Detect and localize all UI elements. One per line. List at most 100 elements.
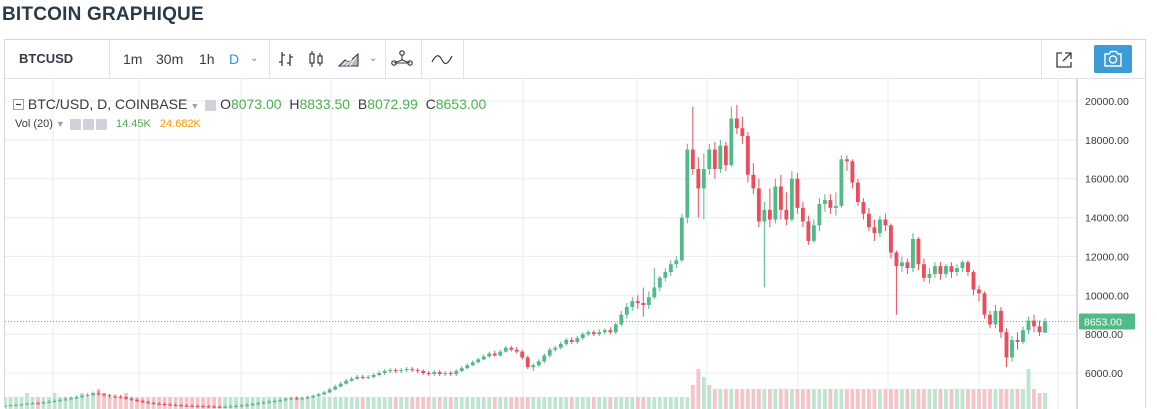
volume-remove-icon[interactable] — [95, 118, 107, 130]
volume-bar — [448, 397, 453, 409]
candle-body — [118, 396, 123, 398]
candle-body — [278, 400, 283, 402]
interval-1h[interactable]: 1h — [199, 51, 215, 67]
volume-bar — [311, 397, 316, 409]
volume-bar — [410, 397, 415, 409]
volume-bar — [828, 389, 833, 409]
candles-icon[interactable] — [307, 50, 325, 68]
interval-30m[interactable]: 30m — [156, 51, 184, 67]
volume-bar — [525, 397, 530, 409]
volume-bar — [245, 397, 250, 409]
volume-settings-icon[interactable] — [82, 118, 94, 130]
volume-bar — [272, 397, 277, 409]
volume-bar — [795, 389, 800, 409]
interval-1m[interactable]: 1m — [123, 51, 143, 67]
volume-ma-value: 24.682K — [159, 118, 201, 130]
series-settings-icon[interactable] — [205, 99, 217, 111]
volume-visibility-icon[interactable] — [69, 118, 81, 130]
candle-body — [811, 225, 816, 241]
volume-bar — [333, 397, 338, 409]
candle-body — [608, 330, 613, 333]
collapse-legend-icon[interactable] — [13, 99, 24, 110]
interval-dropdown-chevron-icon[interactable]: ⌄ — [250, 53, 259, 64]
volume-menu-chevron-icon[interactable]: ▼ — [55, 119, 65, 129]
series-name: BTC/USD, D, COINBASE — [27, 96, 188, 112]
chart-type-dropdown-chevron-icon[interactable]: ⌄ — [369, 53, 378, 64]
volume-bar — [635, 397, 640, 409]
candle-body — [663, 271, 668, 278]
volume-bar — [355, 397, 360, 409]
volume-bar — [371, 397, 376, 409]
candle-body — [470, 362, 475, 366]
compare-icon[interactable] — [431, 50, 453, 68]
high-value: 8833.50 — [299, 96, 351, 112]
candle-body — [355, 376, 360, 379]
volume-bar — [388, 397, 393, 409]
close-label: C — [425, 96, 436, 112]
volume-bar — [933, 389, 937, 409]
volume-bar — [322, 397, 327, 409]
candle-body — [487, 353, 492, 357]
candle-body — [745, 135, 750, 175]
area-icon[interactable] — [338, 50, 360, 68]
candle-body — [1004, 332, 1009, 358]
high-label: H — [289, 96, 300, 112]
close-value: 8653.00 — [435, 96, 487, 112]
volume-bar — [872, 389, 877, 409]
candle-body — [828, 200, 833, 208]
volume-bar — [542, 397, 547, 409]
candle-body — [443, 373, 448, 374]
candle-body — [850, 161, 855, 183]
chart-toolbar: BTCUSD 1m 30m 1h D ⌄ ⌄ — [5, 40, 1145, 79]
candle-body — [933, 266, 937, 274]
candle-body — [514, 349, 519, 352]
candle-body — [371, 374, 376, 377]
volume-bar — [756, 389, 761, 409]
y-tick-label: 12000.00 — [1085, 251, 1129, 263]
symbol-selector[interactable]: BTCUSD — [19, 51, 74, 66]
candle-body — [85, 394, 90, 396]
candle-body — [778, 186, 783, 210]
candle-body — [256, 403, 261, 405]
fullscreen-icon[interactable] — [1054, 50, 1074, 70]
candle-body — [399, 370, 404, 372]
candle-body — [905, 262, 910, 269]
volume-bar — [201, 397, 206, 409]
price-chart[interactable]: 20000.00 18000.00 16000.00 14000.00 12000.00… — [5, 79, 1145, 409]
volume-bar — [580, 397, 585, 409]
volume-bar — [531, 397, 536, 409]
volume-bar — [811, 389, 816, 409]
candle-body — [129, 398, 134, 400]
indicators-icon[interactable] — [390, 50, 414, 68]
candle-body — [47, 401, 51, 403]
candle-body — [162, 404, 167, 406]
candle-body — [999, 310, 1003, 333]
volume-bar — [657, 397, 662, 409]
volume-bar — [861, 389, 866, 409]
volume-bar — [674, 397, 679, 409]
volume-bar — [503, 397, 508, 409]
volume-bar — [393, 397, 398, 409]
candle-body — [382, 371, 387, 373]
candle-body — [404, 369, 409, 371]
candle-body — [773, 186, 778, 220]
candle-body — [789, 178, 794, 220]
candle-body — [58, 400, 62, 402]
candle-body — [795, 178, 800, 208]
candle-body — [922, 264, 926, 278]
bar-type-icon[interactable] — [278, 50, 296, 68]
candle-body — [977, 289, 981, 294]
candle-body — [157, 403, 161, 405]
interval-d[interactable]: D — [229, 51, 240, 67]
price-legend: BTC/USD, D, COINBASE ▼ O8073.00 H8833.50 … — [13, 96, 486, 112]
snapshot-button[interactable] — [1094, 45, 1132, 73]
volume-bar — [382, 397, 387, 409]
volume-bar — [415, 397, 420, 409]
volume-bar — [911, 389, 915, 409]
volume-bar — [443, 397, 448, 409]
volume-bar — [1043, 393, 1047, 409]
candle-body — [410, 369, 415, 371]
y-tick-label: 18000.00 — [1085, 135, 1129, 147]
candle-body — [190, 405, 195, 407]
series-menu-chevron-icon[interactable]: ▼ — [190, 101, 200, 111]
